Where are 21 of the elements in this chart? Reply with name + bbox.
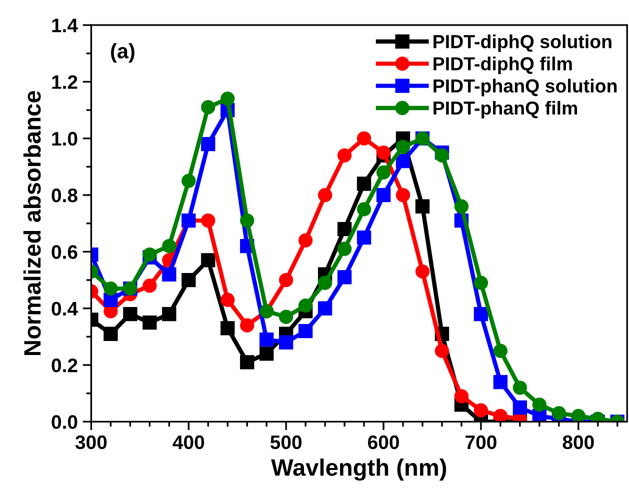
- legend-label: PIDT-diphQ solution: [434, 34, 612, 52]
- y-tick-label: 0.4: [52, 302, 78, 316]
- y-tick-label: 0.0: [52, 415, 78, 429]
- legend-label: PIDT-diphQ film: [434, 56, 572, 74]
- x-axis-title: Wavlength (nm): [271, 458, 446, 481]
- annotation: (a): [111, 43, 134, 63]
- y-axis-title: Normalized absorbance: [23, 91, 41, 355]
- x-tick-label: 400: [172, 435, 204, 450]
- x-tick-label: 600: [368, 435, 399, 450]
- y-tick-label: 1.4: [52, 18, 78, 32]
- y-tick-label: 0.8: [52, 188, 78, 202]
- y-tick-label: 0.2: [52, 358, 78, 372]
- y-tick-label: 1.0: [52, 132, 78, 146]
- x-tick-label: 700: [466, 435, 496, 450]
- x-tick-label: 800: [562, 435, 594, 450]
- legend-label: PIDT-phanQ solution: [434, 78, 617, 96]
- x-tick-label: 300: [75, 435, 107, 450]
- x-tick-label: 500: [270, 435, 302, 450]
- y-tick-label: 0.6: [52, 245, 78, 259]
- legend-label: PIDT-phanQ film: [434, 100, 578, 118]
- y-tick-label: 1.2: [52, 75, 78, 89]
